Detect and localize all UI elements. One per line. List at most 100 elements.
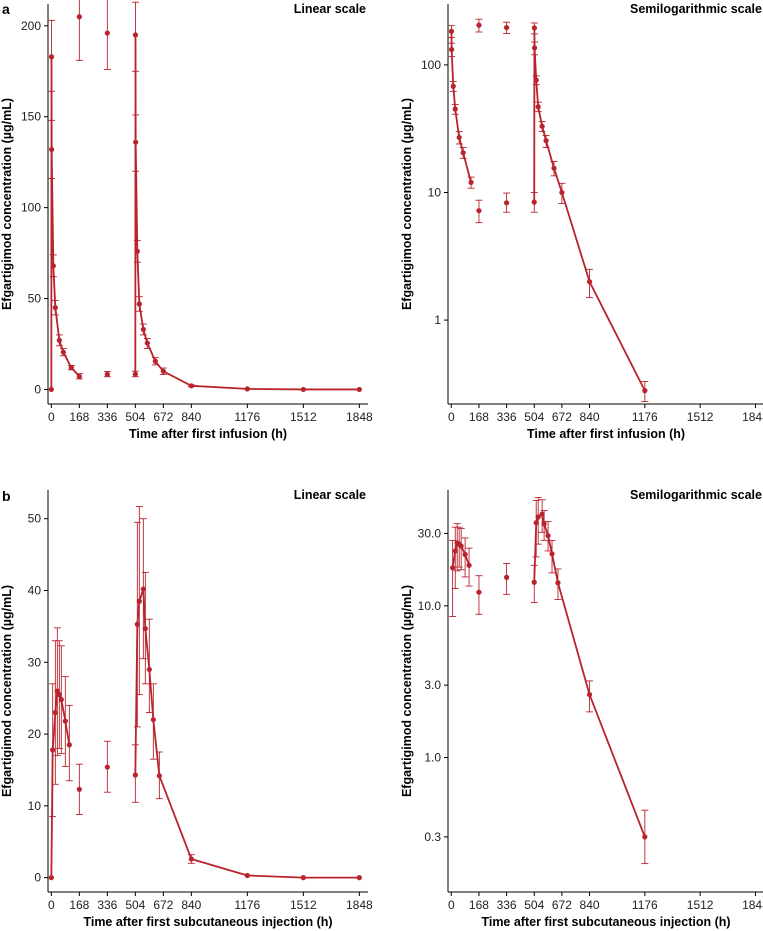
chart-b-linear-data-point <box>136 598 142 604</box>
chart-a-linear-x-tick-label: 1176 <box>234 410 260 424</box>
chart-b-linear-data-point <box>188 856 194 862</box>
chart-b-linear-data-point <box>56 691 62 698</box>
chart-b-semilog-error-bar <box>457 528 465 571</box>
chart-b-linear-data-point <box>134 621 140 627</box>
chart-a-semilog-data-point <box>460 150 466 156</box>
chart-a-linear-series-line <box>134 34 360 391</box>
chart-a-semilog-data-point <box>531 25 538 31</box>
chart-a-linear-isolated-point <box>76 14 82 20</box>
chart-b-linear-x-tick-label: 840 <box>181 898 201 912</box>
chart-b-semilog-data-point <box>541 521 547 527</box>
chart-b-linear-x-tick-label: 672 <box>153 898 173 912</box>
chart-a-linear-x-tick-label: 1848 <box>346 410 373 424</box>
chart-a-linear-data-point <box>52 305 58 311</box>
chart-a-semilog-y-tick-label: 100 <box>421 58 441 72</box>
chart-b-linear-y-tick-label: 40 <box>28 584 42 598</box>
chart-a-linear-data-point <box>132 32 139 38</box>
chart-a-linear-data-point <box>134 248 140 254</box>
chart-b-semilog-y-tick-label: 10.0 <box>418 599 442 613</box>
chart-a-linear-x-axis-title: Time after first infusion (h) <box>129 427 287 441</box>
chart-a-semilog-isolated-point <box>476 208 482 214</box>
chart-b-linear: 0 168 336 504 672 840 1176 1512 1848 0 10 20 30 40 50 T… <box>0 488 373 929</box>
chart-b-semilog-isolated-point <box>503 574 510 580</box>
chart-b-linear-data-point <box>62 718 68 724</box>
chart-b-linear-x-tick-label: 336 <box>97 898 117 912</box>
chart-a-linear-y-tick-label: 100 <box>21 201 41 215</box>
chart-a-semilog-data-point <box>449 46 455 53</box>
chart-b-semilog-data-point <box>539 511 545 517</box>
chart-b-semilog-scale-label: Semilogarithmic scale <box>630 488 762 502</box>
chart-a-semilog-data-point <box>539 123 545 129</box>
chart-b-semilog-data-point <box>535 514 541 520</box>
chart-b-semilog-data-point <box>586 691 593 698</box>
chart-a-semilog-data-point <box>543 138 549 144</box>
chart-b-semilog-x-tick-label: 672 <box>552 898 572 912</box>
chart-a-linear-data-point <box>244 386 250 392</box>
chart-a-linear-isolated-point <box>104 30 110 36</box>
chart-a-linear-y-tick-label: 50 <box>28 292 42 306</box>
chart-b-semilog-x-tick-label: 504 <box>524 898 544 912</box>
chart-a-linear-data-point <box>48 54 55 60</box>
chart-b-linear-data-point <box>48 875 54 881</box>
chart-a-semilog-data-point <box>642 388 648 394</box>
chart-a-semilog-data-point <box>456 134 462 141</box>
chart-b-semilog-data-point <box>549 551 555 557</box>
chart-a-linear-isolated-point <box>104 371 110 377</box>
chart-a-linear-y-tick-label: 0 <box>34 382 41 396</box>
chart-a-semilog-series-line <box>533 26 646 392</box>
chart-b-linear-x-tick-label: 1848 <box>346 898 373 912</box>
chart-a-linear-data-point <box>160 368 166 374</box>
chart-a-semilog-data-point <box>468 179 474 185</box>
chart-a-semilog-y-tick-label: 1 <box>434 313 441 327</box>
chart-b-linear-data-point <box>150 717 156 723</box>
chart-a-semilog-x-tick-label: 1176 <box>632 410 658 424</box>
chart-b-semilog-x-tick-label: 840 <box>580 898 600 912</box>
chart-b-linear-isolated-point <box>104 764 110 770</box>
chart-b-semilog-x-tick-label: 1848 <box>742 898 763 912</box>
chart-a-semilog-data-point <box>535 104 541 110</box>
chart-b-semilog-data-point <box>642 834 648 840</box>
chart-a-semilog-data-point <box>531 45 538 51</box>
chart-b-linear-data-point <box>146 666 152 673</box>
chart-b-linear-y-tick-label: 0 <box>34 871 41 885</box>
chart-a-linear-data-point <box>76 373 82 379</box>
chart-a-semilog-x-tick-label: 1512 <box>687 410 714 424</box>
chart-a-semilog-y-tick-label: 10 <box>428 185 442 199</box>
chart-b-linear-x-tick-label: 0 <box>48 898 55 912</box>
chart-a-semilog-y-axis-title: Efgartigimod concentration (µg/mL) <box>400 98 414 310</box>
chart-a-semilog-scale-label: Semilogarithmic scale <box>630 2 762 16</box>
chart-b-linear-x-tick-label: 504 <box>125 898 145 912</box>
chart-b-linear-data-point <box>356 875 362 881</box>
chart-b-linear-x-axis-title: Time after first subcutaneous injection … <box>83 915 332 929</box>
chart-b-linear-series-line <box>134 588 360 879</box>
chart-b-semilog-y-tick-label: 1.0 <box>424 751 441 765</box>
chart-a-semilog-x-tick-label: 840 <box>580 410 600 424</box>
chart-b-linear-data-point <box>52 709 58 716</box>
chart-a-semilog-data-point <box>452 106 458 112</box>
chart-a-linear-x-tick-label: 336 <box>97 410 117 424</box>
chart-a-linear-data-point <box>133 139 139 145</box>
chart-a-linear-x-tick-label: 1512 <box>290 410 317 424</box>
chart-b-semilog-x-tick-label: 0 <box>448 898 455 912</box>
chart-b-semilog-data-point <box>452 548 458 554</box>
chart-a-linear-data-point <box>50 263 56 269</box>
chart-a-semilog-isolated-point <box>503 200 510 206</box>
chart-a-linear-data-point <box>68 365 74 371</box>
chart-a-linear-data-point <box>56 337 62 343</box>
chart-a-semilog-isolated-point <box>476 22 482 28</box>
chart-b-linear-data-point <box>58 697 64 703</box>
chart-a-linear-data-point <box>188 383 194 389</box>
chart-b-linear-data-point <box>140 586 146 592</box>
chart-b-semilog-data-point <box>458 543 464 549</box>
chart-b-linear-data-point <box>50 747 56 753</box>
chart-a-semilog-data-point <box>559 189 565 196</box>
chart-a-linear-scale-label: Linear scale <box>294 2 366 16</box>
chart-a-linear-data-point <box>152 358 158 364</box>
chart-a-linear-y-tick-label: 150 <box>21 110 41 124</box>
chart-b-semilog-error-bar <box>461 537 469 578</box>
chart-b-semilog-x-tick-label: 1512 <box>687 898 714 912</box>
chart-a-semilog-x-tick-label: 336 <box>497 410 517 424</box>
chart-b-semilog-y-tick-label: 3.0 <box>424 678 441 692</box>
chart-a-linear-x-tick-label: 168 <box>69 410 89 424</box>
